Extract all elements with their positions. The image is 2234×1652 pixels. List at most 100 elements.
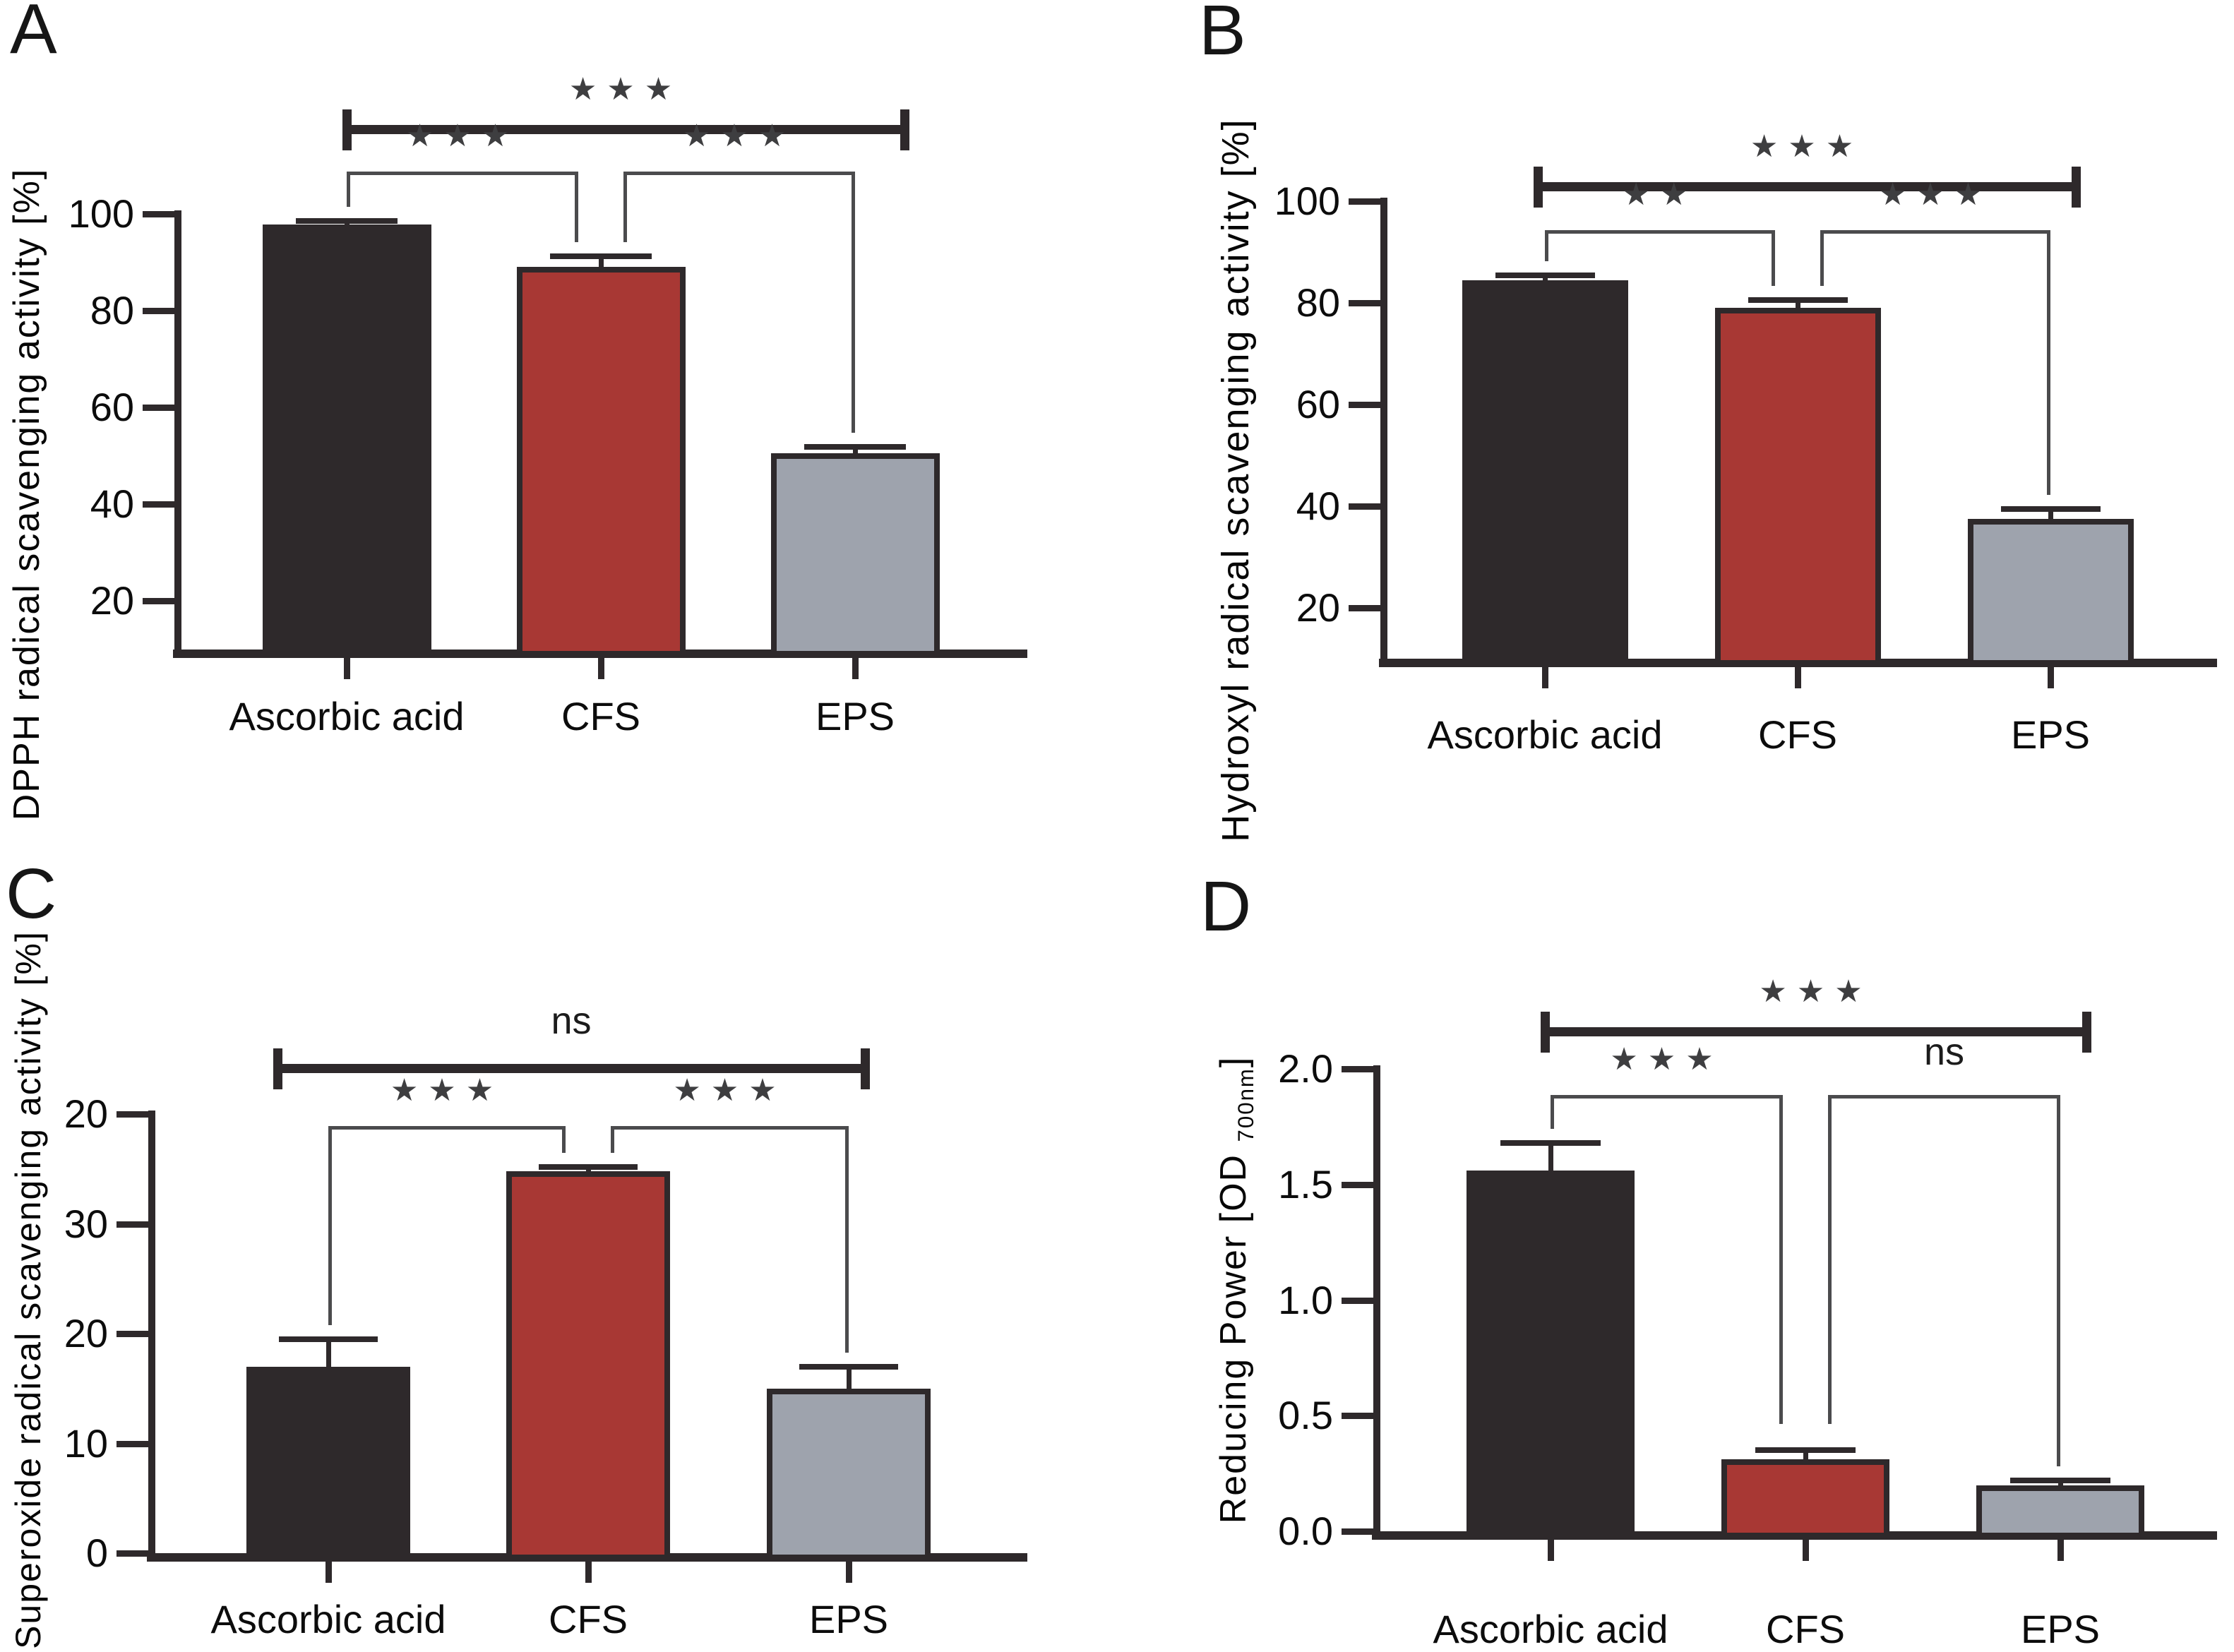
error-bar-cap <box>2009 1477 2111 1483</box>
y-tick-label: 20 <box>90 578 134 623</box>
y-tick-label: 40 <box>1296 484 1340 528</box>
panel-letter-B: B <box>1199 0 1246 70</box>
y-axis-label: Hydroxyl radical scavenging activity [%] <box>1214 118 1258 842</box>
error-bar <box>846 1366 852 1391</box>
x-category-label: EPS <box>2010 712 2091 757</box>
significance-label: ★★★ <box>390 1073 504 1108</box>
bar-cfs <box>506 1171 670 1560</box>
error-bar <box>2057 1480 2063 1488</box>
error-bar <box>344 220 350 228</box>
significance-label: ns <box>551 1000 592 1042</box>
significance-bracket-leg <box>845 1126 849 1353</box>
panel-B: B Hydroxyl radical scavenging activity [… <box>1117 0 2234 842</box>
significance-bracket <box>1820 230 2050 234</box>
panel-C: C Superoxide radical scavenging activity… <box>0 815 1117 1649</box>
panel-D: D Reducing Power [OD 700nm] 0.0 0.5 1.0 1.5… <box>1117 815 2234 1651</box>
significance-bracket-leg <box>1551 1095 1554 1129</box>
significance-bracket-leg <box>575 172 578 243</box>
y-tick-label: 0.5 <box>1278 1393 1333 1438</box>
significance-bracket-leg <box>623 172 627 243</box>
y-tick-label: 40 <box>90 481 134 527</box>
x-category-label: Ascorbic acid <box>1427 712 1663 757</box>
y-tick-label: 80 <box>1296 280 1340 325</box>
y-tick-label: 1.0 <box>1278 1277 1333 1322</box>
significance-bracket <box>1551 1095 1783 1099</box>
bar-ascorbic-acid <box>1462 280 1628 666</box>
significance-bracket <box>1545 230 1775 234</box>
significance-bracket-leg <box>347 172 350 207</box>
y-tick <box>117 1111 148 1118</box>
y-tick-label: 10 <box>64 1420 108 1466</box>
y-tick <box>1349 503 1380 510</box>
error-bar-cap <box>539 1163 638 1170</box>
significance-bracket <box>1828 1095 2060 1099</box>
significance-bracket <box>623 172 855 175</box>
x-tick <box>1794 667 1801 688</box>
x-tick <box>585 1562 592 1583</box>
error-bar-cap <box>2000 505 2101 512</box>
bar-ascorbic-acid <box>262 225 431 657</box>
x-tick <box>1802 1540 1809 1561</box>
error-bar <box>1548 1142 1553 1174</box>
bar-eps <box>770 453 940 657</box>
panel-letter-C: C <box>6 854 57 933</box>
y-tick-label: 60 <box>1296 382 1340 426</box>
bar-cfs <box>1721 1459 1889 1538</box>
y-axis <box>1373 1065 1380 1540</box>
error-bar-cap <box>1748 297 1848 303</box>
significance-bracket <box>347 172 578 175</box>
significance-bracket <box>277 1064 865 1073</box>
y-tick-label: 80 <box>90 288 134 333</box>
bar-cfs <box>1714 308 1881 666</box>
error-bar <box>1542 275 1548 283</box>
y-tick <box>1349 402 1380 408</box>
significance-label: ★★ <box>1622 177 1698 212</box>
y-axis <box>1380 198 1387 667</box>
y-tick <box>143 598 174 605</box>
y-tick-label: 60 <box>90 385 134 430</box>
y-tick-label: 30 <box>64 1201 108 1246</box>
x-tick <box>597 658 604 679</box>
error-bar <box>598 256 604 270</box>
x-tick <box>2057 1540 2064 1561</box>
significance-bracket-leg <box>328 1126 332 1325</box>
significance-bracket-cap <box>273 1048 282 1089</box>
x-category-label: Ascorbic acid <box>1433 1607 1668 1651</box>
panel-letter-D: D <box>1200 867 1252 946</box>
x-category-label: CFS <box>1766 1607 1845 1651</box>
x-tick <box>1541 667 1548 688</box>
y-axis <box>148 1111 155 1562</box>
significance-bracket-leg <box>2047 230 2050 495</box>
y-tick-label: 20 <box>64 1311 108 1355</box>
error-bar-cap <box>1495 273 1595 279</box>
significance-bracket-leg <box>611 1126 614 1153</box>
y-tick-label: 0 <box>85 1531 108 1575</box>
x-tick <box>845 1562 852 1583</box>
y-tick <box>1342 1413 1373 1420</box>
significance-bracket-cap <box>900 109 909 150</box>
significance-bracket <box>1538 182 2076 191</box>
panel-A: A DPPH radical scavenging activity [%] 2… <box>0 0 1117 820</box>
y-tick-label: 2.0 <box>1278 1046 1333 1091</box>
y-tick-label: 100 <box>68 191 134 236</box>
y-tick-label: 0.0 <box>1278 1509 1333 1553</box>
error-bar <box>1803 1450 1808 1463</box>
error-bar <box>585 1166 591 1174</box>
y-tick <box>143 405 174 412</box>
x-category-label: EPS <box>2020 1607 2101 1651</box>
error-bar-cap <box>296 217 398 224</box>
significance-label: ★★★ <box>405 119 520 153</box>
bar-ascorbic-acid <box>246 1366 410 1560</box>
significance-bracket-cap <box>2072 167 2081 208</box>
error-bar-cap <box>804 444 906 450</box>
y-tick <box>117 1221 148 1228</box>
y-axis-label-text: Hydroxyl radical scavenging activity [%] <box>1214 118 1257 842</box>
bar-cfs <box>516 267 686 657</box>
significance-bracket-cap <box>861 1048 870 1089</box>
significance-bracket-cap <box>2082 1012 2091 1053</box>
error-bar-cap <box>1500 1139 1601 1146</box>
x-category-label: CFS <box>549 1597 628 1641</box>
significance-label: ★★★ <box>682 119 796 153</box>
error-bar-cap <box>1755 1447 1856 1454</box>
significance-bracket-cap <box>342 109 352 150</box>
